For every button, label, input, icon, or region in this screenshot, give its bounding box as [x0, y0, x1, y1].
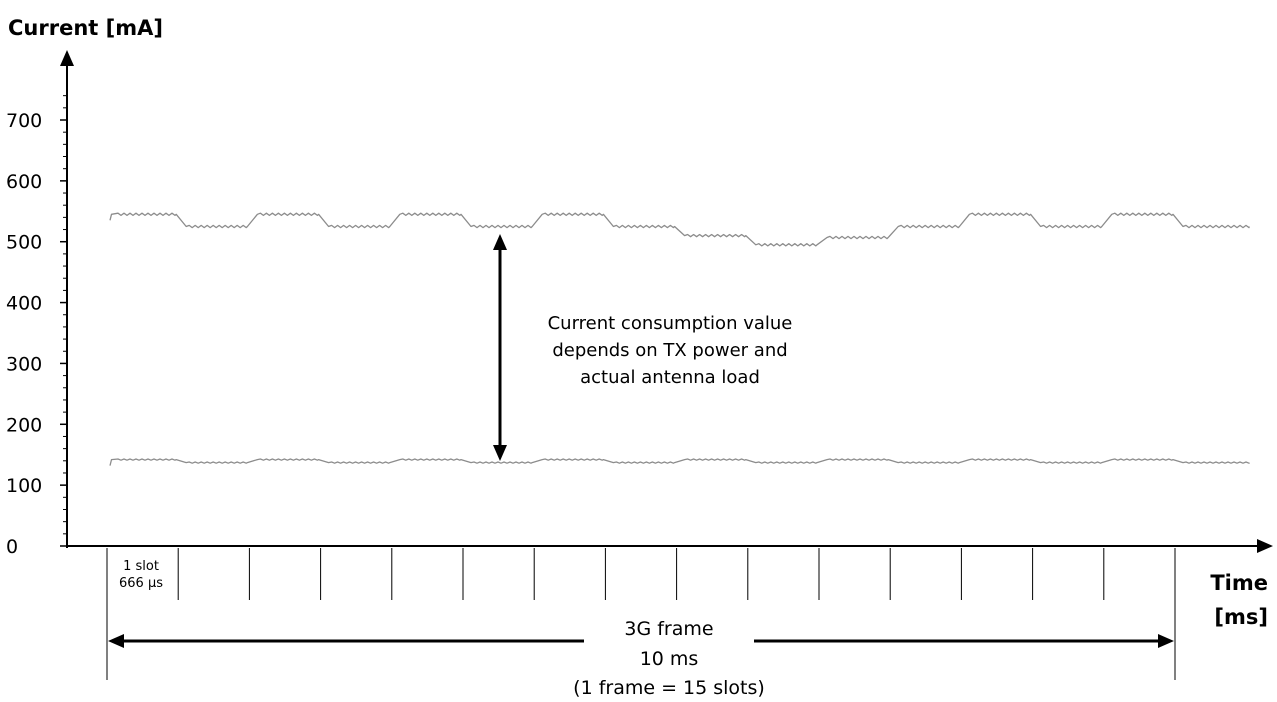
y-tick-label: 0 — [6, 536, 18, 558]
frame-label-line2: 10 ms — [640, 648, 699, 670]
y-tick-label: 300 — [6, 353, 42, 375]
x-axis-arrow — [1257, 539, 1273, 553]
y-tick-label: 100 — [6, 475, 42, 497]
series-1-line — [109, 458, 1250, 466]
frame-arrow-right-head — [1158, 634, 1174, 648]
x-axis-label-line2: [ms] — [1214, 605, 1268, 629]
series-layer — [109, 212, 1250, 466]
y-axis-label: Current [mA] — [8, 16, 163, 40]
y-tick-label: 500 — [6, 232, 42, 254]
y-tick-label: 700 — [6, 110, 42, 132]
annotation-line3: actual antenna load — [580, 367, 760, 388]
series-0-line — [109, 212, 1250, 247]
frame-arrow-left-head — [108, 634, 124, 648]
frame-label-line1: 3G frame — [624, 618, 713, 640]
y-tick-label: 600 — [6, 171, 42, 193]
frame-label-line3: (1 frame = 15 slots) — [573, 677, 765, 699]
y-axis-ticks: 0 100 200 300 400 500 600 700 — [6, 95, 67, 558]
slot-grid — [177, 548, 1105, 600]
annotation-arrow-head-bottom — [493, 445, 507, 461]
annotation-line1: Current consumption value — [548, 313, 793, 334]
slot-label-line2: 666 µs — [119, 576, 163, 591]
x-axis-label-line1: Time — [1210, 571, 1268, 595]
y-tick-label: 200 — [6, 414, 42, 436]
y-axis-arrow — [60, 50, 74, 66]
annotation-arrow-head-top — [493, 234, 507, 250]
slot-label-line1: 1 slot — [123, 559, 159, 574]
y-tick-label: 400 — [6, 293, 42, 315]
annotation-line2: depends on TX power and — [552, 340, 787, 361]
